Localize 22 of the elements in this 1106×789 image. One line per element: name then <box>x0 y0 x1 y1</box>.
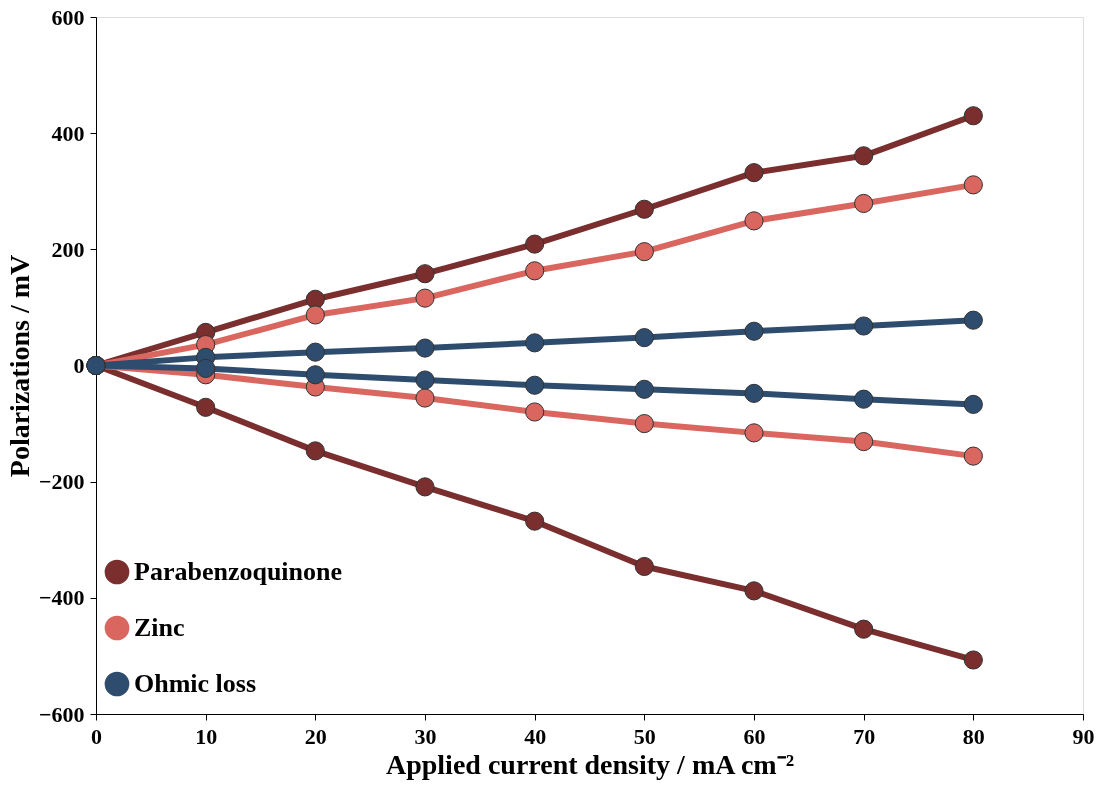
y-tick-label: 400 <box>51 120 85 146</box>
y-tick-label: 0 <box>73 353 85 378</box>
x-tick-label: 0 <box>91 723 102 749</box>
y-tick-label: −400 <box>38 585 85 611</box>
x-tick-label: 10 <box>195 723 218 749</box>
x-axis-title: Applied current density / mA cm⁻² <box>385 748 795 780</box>
legend-label: Parabenzoquinone <box>134 557 343 586</box>
x-tick-label: 60 <box>743 723 766 749</box>
x-tick-label: 30 <box>414 723 437 749</box>
y-tick-label: 200 <box>51 236 85 262</box>
x-tick-label: 80 <box>962 723 985 749</box>
x-tick-label: 90 <box>1072 723 1095 749</box>
y-tick-label: −200 <box>38 469 85 495</box>
x-tick-label: 50 <box>633 723 656 749</box>
y-tick-label: −600 <box>38 701 85 727</box>
x-tick-label: 40 <box>524 723 547 749</box>
y-tick-label: 600 <box>51 4 85 30</box>
x-tick-label: 20 <box>304 723 327 749</box>
legend-label: Ohmic loss <box>134 669 257 698</box>
x-tick-label: 70 <box>853 723 876 749</box>
y-axis-title: Polarizations / mV <box>3 254 35 478</box>
legend-label: Zinc <box>134 613 185 642</box>
